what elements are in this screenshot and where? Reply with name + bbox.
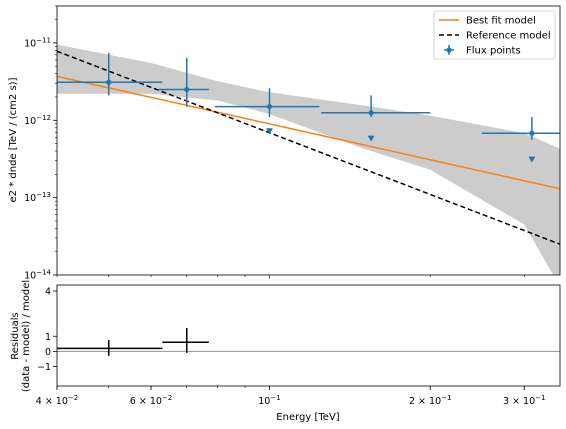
upper-limit-marker bbox=[265, 128, 273, 135]
residuals-panel: −1 0 1 4 4 × 10−2 6 × 10−2 10−1 2 × 10−1 3 × 10−… bbox=[10, 280, 561, 423]
spectrum-y-axis-label: e2 * dnde [TeV / (cm2 s)] bbox=[8, 77, 19, 202]
residuals-y-tick-label: −1 bbox=[37, 362, 51, 373]
spectrum-panel: 10−14 10−13 10−12 10−11 e2 * dnde [TeV / (c… bbox=[8, 5, 561, 282]
residuals-x-tick-label: 10−1 bbox=[258, 394, 280, 407]
flux-point-marker bbox=[106, 79, 112, 85]
residuals-y-tick-label: 0 bbox=[45, 347, 51, 358]
best-fit-model-line bbox=[57, 75, 560, 190]
residuals-x-tick-label: 3 × 10−1 bbox=[503, 394, 545, 407]
residuals-y-tick-label: 4 bbox=[45, 287, 51, 298]
residuals-y-axis-label-line: (data - model) / model bbox=[21, 280, 32, 392]
residual-point bbox=[162, 327, 209, 353]
legend-flux-points-marker bbox=[446, 47, 452, 53]
legend-entry-label: Flux points bbox=[466, 46, 521, 57]
model-error-band bbox=[57, 44, 560, 275]
legend-flux-points-swatch bbox=[444, 45, 454, 55]
residuals-x-tick-label: 4 × 10−2 bbox=[36, 394, 78, 407]
residuals-x-axis-label: Energy [TeV] bbox=[276, 412, 339, 423]
legend-entry-label: Reference model bbox=[466, 31, 551, 42]
residual-point bbox=[57, 340, 163, 356]
residuals-x-tick-label: 2 × 10−1 bbox=[409, 394, 451, 407]
flux-point-marker bbox=[368, 110, 374, 116]
spectrum-axes-frame bbox=[56, 5, 561, 276]
residuals-y-axis-label: Residuals(data - model) / model bbox=[10, 280, 32, 392]
residuals-x-tick-label: 6 × 10−2 bbox=[130, 394, 172, 407]
residuals-y-axis-label-line: Residuals bbox=[10, 312, 21, 359]
legend-entry-label: Best fit model bbox=[466, 16, 536, 27]
flux-point-marker bbox=[529, 130, 535, 136]
spectrum-y-tick-label: 10−13 bbox=[24, 191, 51, 204]
flux-point bbox=[158, 57, 209, 107]
reference-model-line bbox=[57, 50, 560, 245]
residuals-axes-frame bbox=[56, 284, 561, 387]
flux-point bbox=[321, 95, 431, 118]
spectrum-y-tick-label: 10−12 bbox=[24, 114, 51, 127]
flux-point bbox=[214, 88, 320, 118]
flux-point-marker bbox=[266, 104, 273, 110]
legend-box bbox=[433, 10, 556, 60]
spectrum-y-tick-label: 10−11 bbox=[24, 36, 51, 49]
residuals-y-tick-label: 1 bbox=[45, 332, 51, 343]
upper-limit-marker bbox=[367, 135, 375, 142]
flux-point bbox=[481, 117, 560, 140]
spectrum-y-tick-label: 10−14 bbox=[24, 269, 51, 282]
upper-limit-marker bbox=[528, 156, 536, 163]
flux-point bbox=[57, 53, 163, 96]
legend: Best fit model Reference model Flux points bbox=[433, 10, 556, 60]
flux-point-marker bbox=[184, 86, 190, 93]
